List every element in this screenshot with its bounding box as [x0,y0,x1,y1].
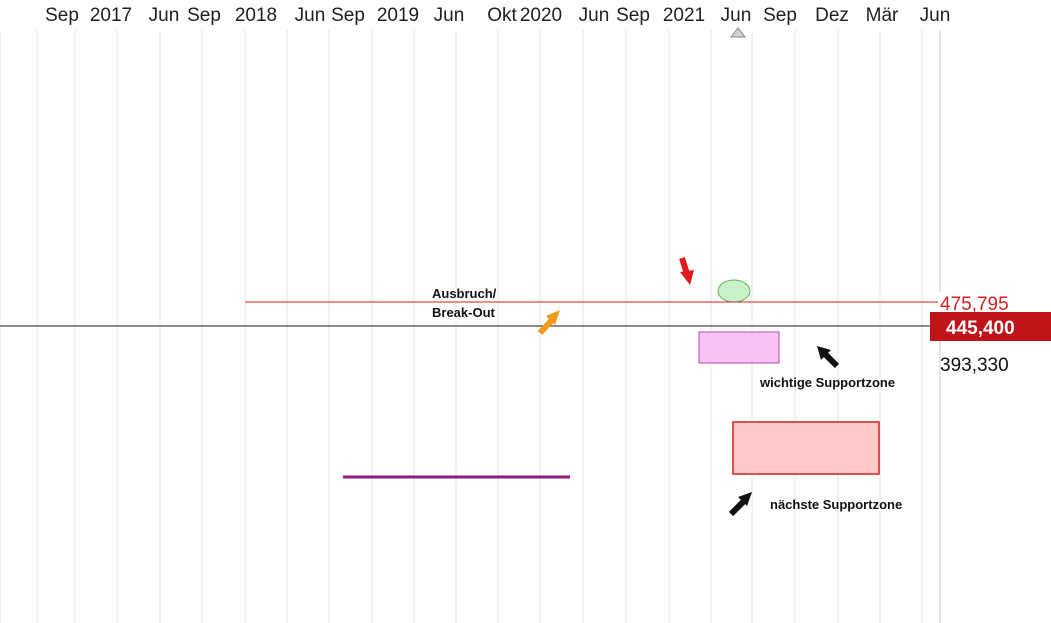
x-tick-label: 2018 [235,5,277,26]
breakout-label-line2: Break-Out [432,305,496,320]
arrow-to-next-support [728,492,752,517]
x-tick-label: Sep [763,5,797,26]
resistance-value-box [938,292,1016,312]
green-ellipse-marker [717,279,751,303]
breakout-label-line1: Ausbruch/ [432,286,497,301]
x-tick-label: Sep [616,5,650,26]
important-support-label: wichtige Supportzone [759,375,895,390]
x-tick-label: Dez [815,5,849,26]
next-support-label: nächste Supportzone [770,497,902,512]
x-tick-label: 2020 [520,5,562,26]
x-tick-label: 2017 [90,5,132,26]
arrow-up-orange [537,310,560,336]
x-tick-label: Mär [866,5,899,26]
x-tick-label: Sep [187,5,221,26]
x-tick-label: 2019 [377,5,419,26]
scroll-up-marker-icon[interactable] [729,27,747,38]
resistance-value: 475,795 [940,294,1009,315]
x-tick-label: Jun [920,5,951,26]
important-support-zone [698,331,780,364]
arrow-to-support-zone [817,346,840,369]
x-axis-ticks: Sep 2017 Jun Sep 2018 Jun Sep 2019 Jun Okt 2020 Jun… [45,5,950,26]
x-tick-label: Jun [295,5,326,26]
partial-box-value: 393,330 [940,355,1009,376]
current-price-value: 445,400 [946,318,1015,339]
arrow-down-red [679,257,694,285]
x-tick-label: Jun [721,5,752,26]
x-tick-label: Sep [45,5,79,26]
x-tick-label: Jun [149,5,180,26]
next-support-zone [732,421,880,475]
x-tick-label: 2021 [663,5,705,26]
x-tick-label: Okt [487,5,517,26]
x-tick-label: Jun [434,5,465,26]
x-tick-label: Sep [331,5,365,26]
current-price-box [930,312,1051,341]
x-tick-label: Jun [579,5,610,26]
